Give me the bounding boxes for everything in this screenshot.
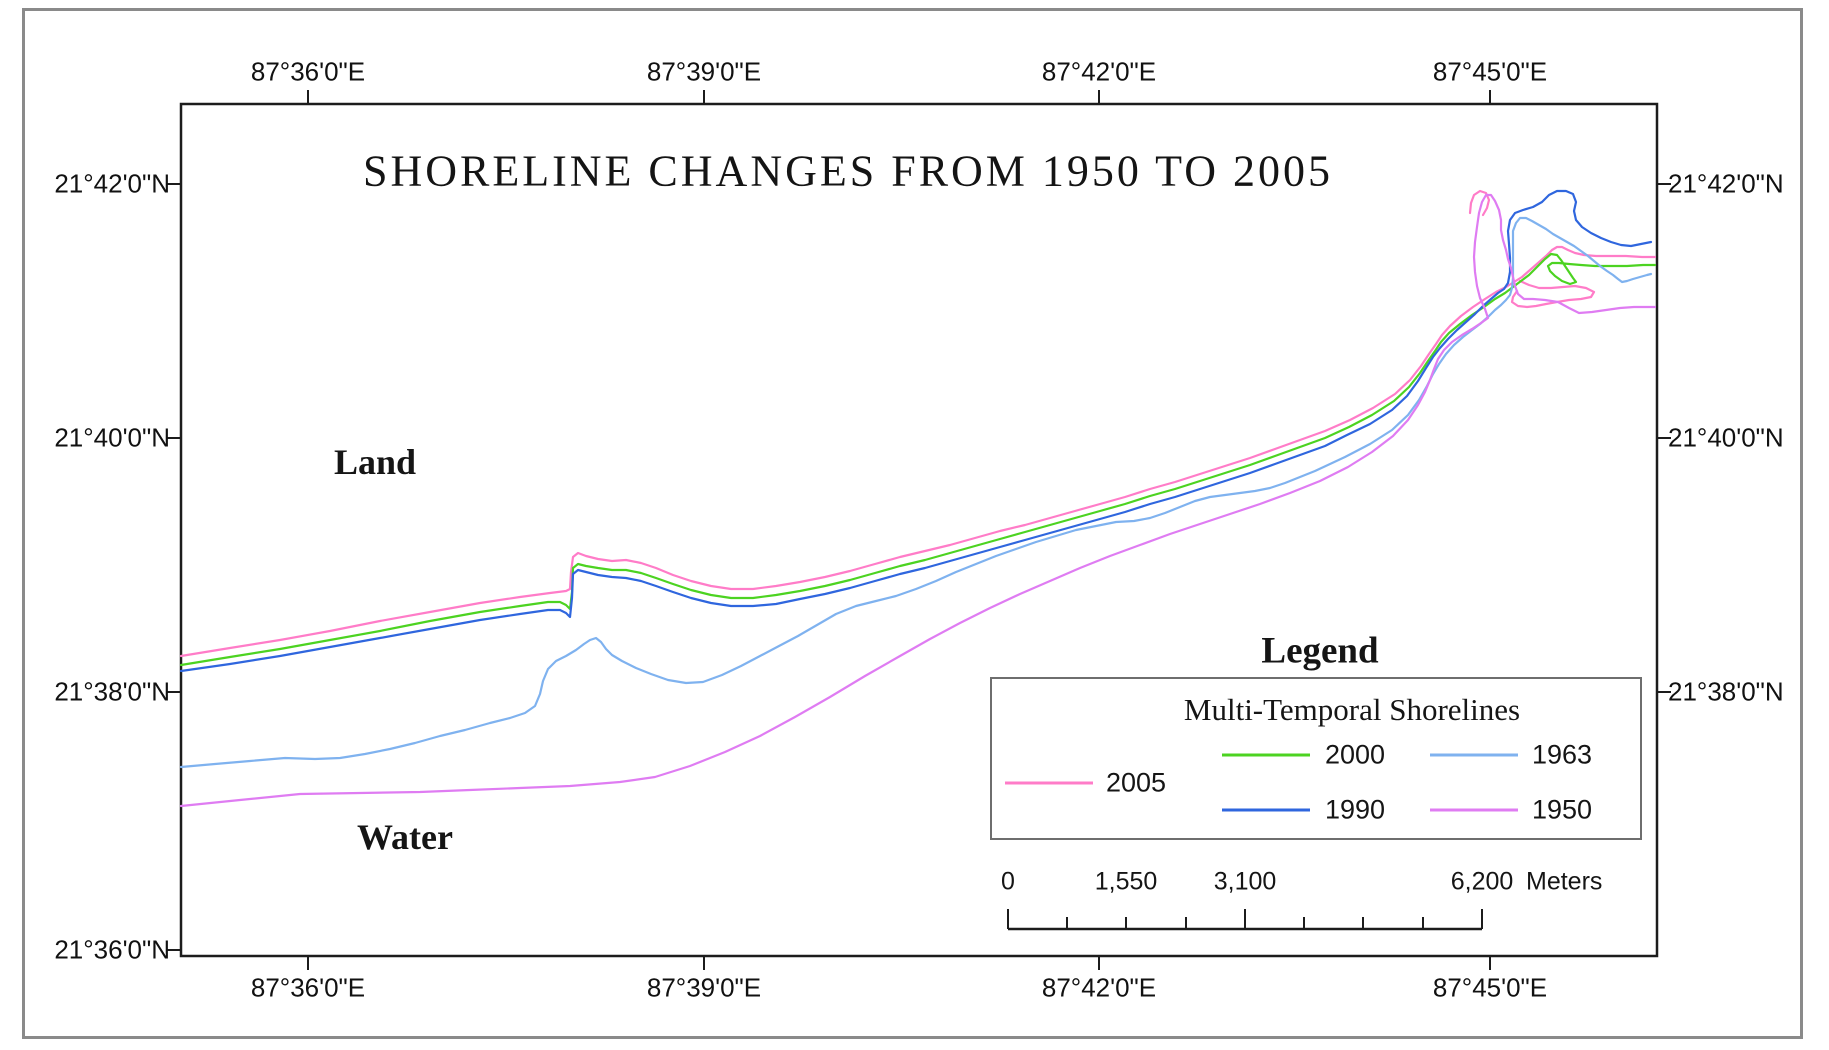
axis-label-bottom-2: 87°42'0"E — [1041, 972, 1157, 1003]
legend-title: Legend — [1261, 630, 1379, 672]
legend-year-1990: 1990 — [1325, 794, 1386, 825]
shoreline-2005-fragment — [1468, 189, 1491, 217]
axis-label-left-2: 21°38'0"N — [54, 676, 170, 707]
axis-label-right-2: 21°38'0"N — [1668, 676, 1784, 707]
axis-label-left-1: 21°40'0"N — [54, 422, 170, 453]
axis-label-left-3: 21°36'0"N — [54, 934, 170, 965]
scalebar-unit-label: Meters — [1526, 867, 1603, 896]
shoreline-1950 — [179, 193, 1657, 808]
shoreline-2000 — [179, 252, 1657, 667]
axis-label-bottom-1: 87°39'0"E — [646, 972, 762, 1003]
legend-year-2005: 2005 — [1106, 767, 1167, 798]
axis-label-right-0: 21°42'0"N — [1668, 168, 1784, 199]
axis-label-top-1: 87°39'0"E — [646, 56, 762, 87]
legend-year-1950: 1950 — [1532, 794, 1593, 825]
axis-label-bottom-3: 87°45'0"E — [1432, 972, 1548, 1003]
legend-year-1963: 1963 — [1532, 739, 1593, 770]
axis-label-top-2: 87°42'0"E — [1041, 56, 1157, 87]
legend-swatch-1950 — [1430, 808, 1518, 812]
axis-label-bottom-0: 87°36'0"E — [250, 972, 366, 1003]
shoreline-1990 — [179, 189, 1653, 673]
shoreline-2005 — [179, 245, 1657, 658]
axis-label-top-0: 87°36'0"E — [250, 56, 366, 87]
scalebar-label-1: 1,550 — [1094, 867, 1158, 896]
legend-swatch-1963 — [1430, 753, 1518, 757]
shoreline-1963 — [179, 216, 1653, 769]
legend-swatch-2000 — [1222, 753, 1310, 757]
map-frame — [179, 102, 1659, 958]
legend-swatch-1990 — [1222, 808, 1310, 812]
water-label: Water — [357, 817, 453, 857]
scalebar-label-3: 6,200 — [1450, 867, 1514, 896]
scalebar-label-0: 0 — [1001, 867, 1015, 896]
axis-label-right-1: 21°40'0"N — [1668, 422, 1784, 453]
land-label: Land — [333, 442, 417, 482]
legend-subtitle: Multi-Temporal Shorelines — [1183, 692, 1521, 727]
legend-year-2000: 2000 — [1325, 739, 1386, 770]
shoreline-2005-hook — [1510, 279, 1596, 309]
axis-label-left-0: 21°42'0"N — [54, 168, 170, 199]
axis-label-top-3: 87°45'0"E — [1432, 56, 1548, 87]
outer-border — [22, 8, 1803, 1039]
legend-swatch-2005 — [1005, 781, 1093, 785]
scalebar-label-2: 3,100 — [1213, 867, 1277, 896]
map-title: SHORELINE CHANGES FROM 1950 TO 2005 — [362, 146, 1334, 196]
legend-box: Multi-Temporal Shorelines — [990, 677, 1642, 840]
